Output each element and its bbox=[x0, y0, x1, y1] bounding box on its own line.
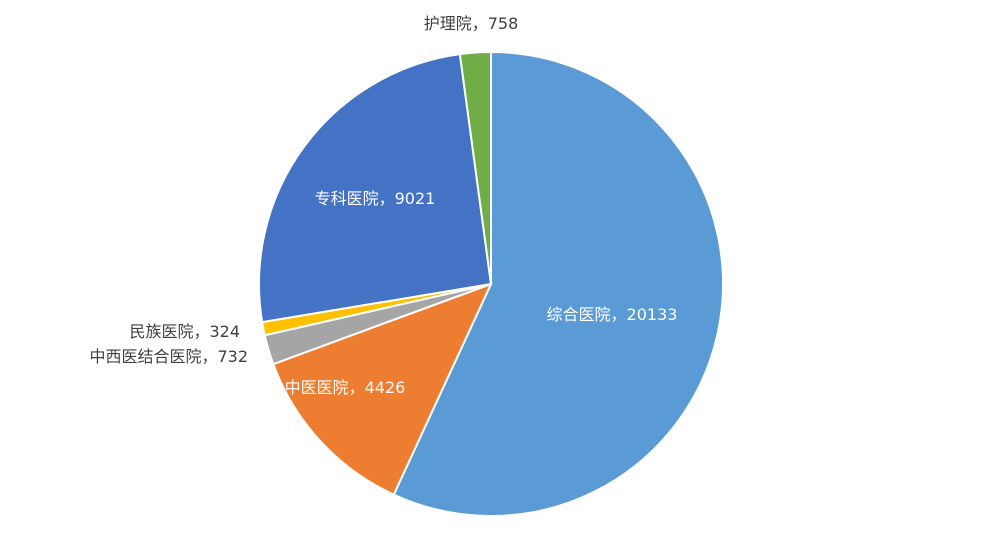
slices-layer bbox=[258, 50, 725, 517]
pie-slice-0 bbox=[392, 50, 725, 517]
data-label-5: 护理院，758 bbox=[424, 14, 519, 33]
pie-slice-1 bbox=[271, 282, 493, 496]
data-label-0: 综合医院，20133 bbox=[547, 305, 678, 324]
data-label-3: 民族医院，324 bbox=[129, 322, 240, 341]
pie-slice-4 bbox=[258, 52, 493, 324]
pie-slice-5 bbox=[458, 50, 492, 285]
data-label-1: 中医医院，4426 bbox=[285, 378, 406, 397]
labels-layer: 综合医院，20133 中医医院，4426 中西医结合医院，732 民族医院，324 专科… bbox=[89, 14, 677, 397]
data-label-2: 中西医结合医院，732 bbox=[89, 347, 248, 366]
data-label-4: 专科医院，9021 bbox=[315, 189, 436, 208]
